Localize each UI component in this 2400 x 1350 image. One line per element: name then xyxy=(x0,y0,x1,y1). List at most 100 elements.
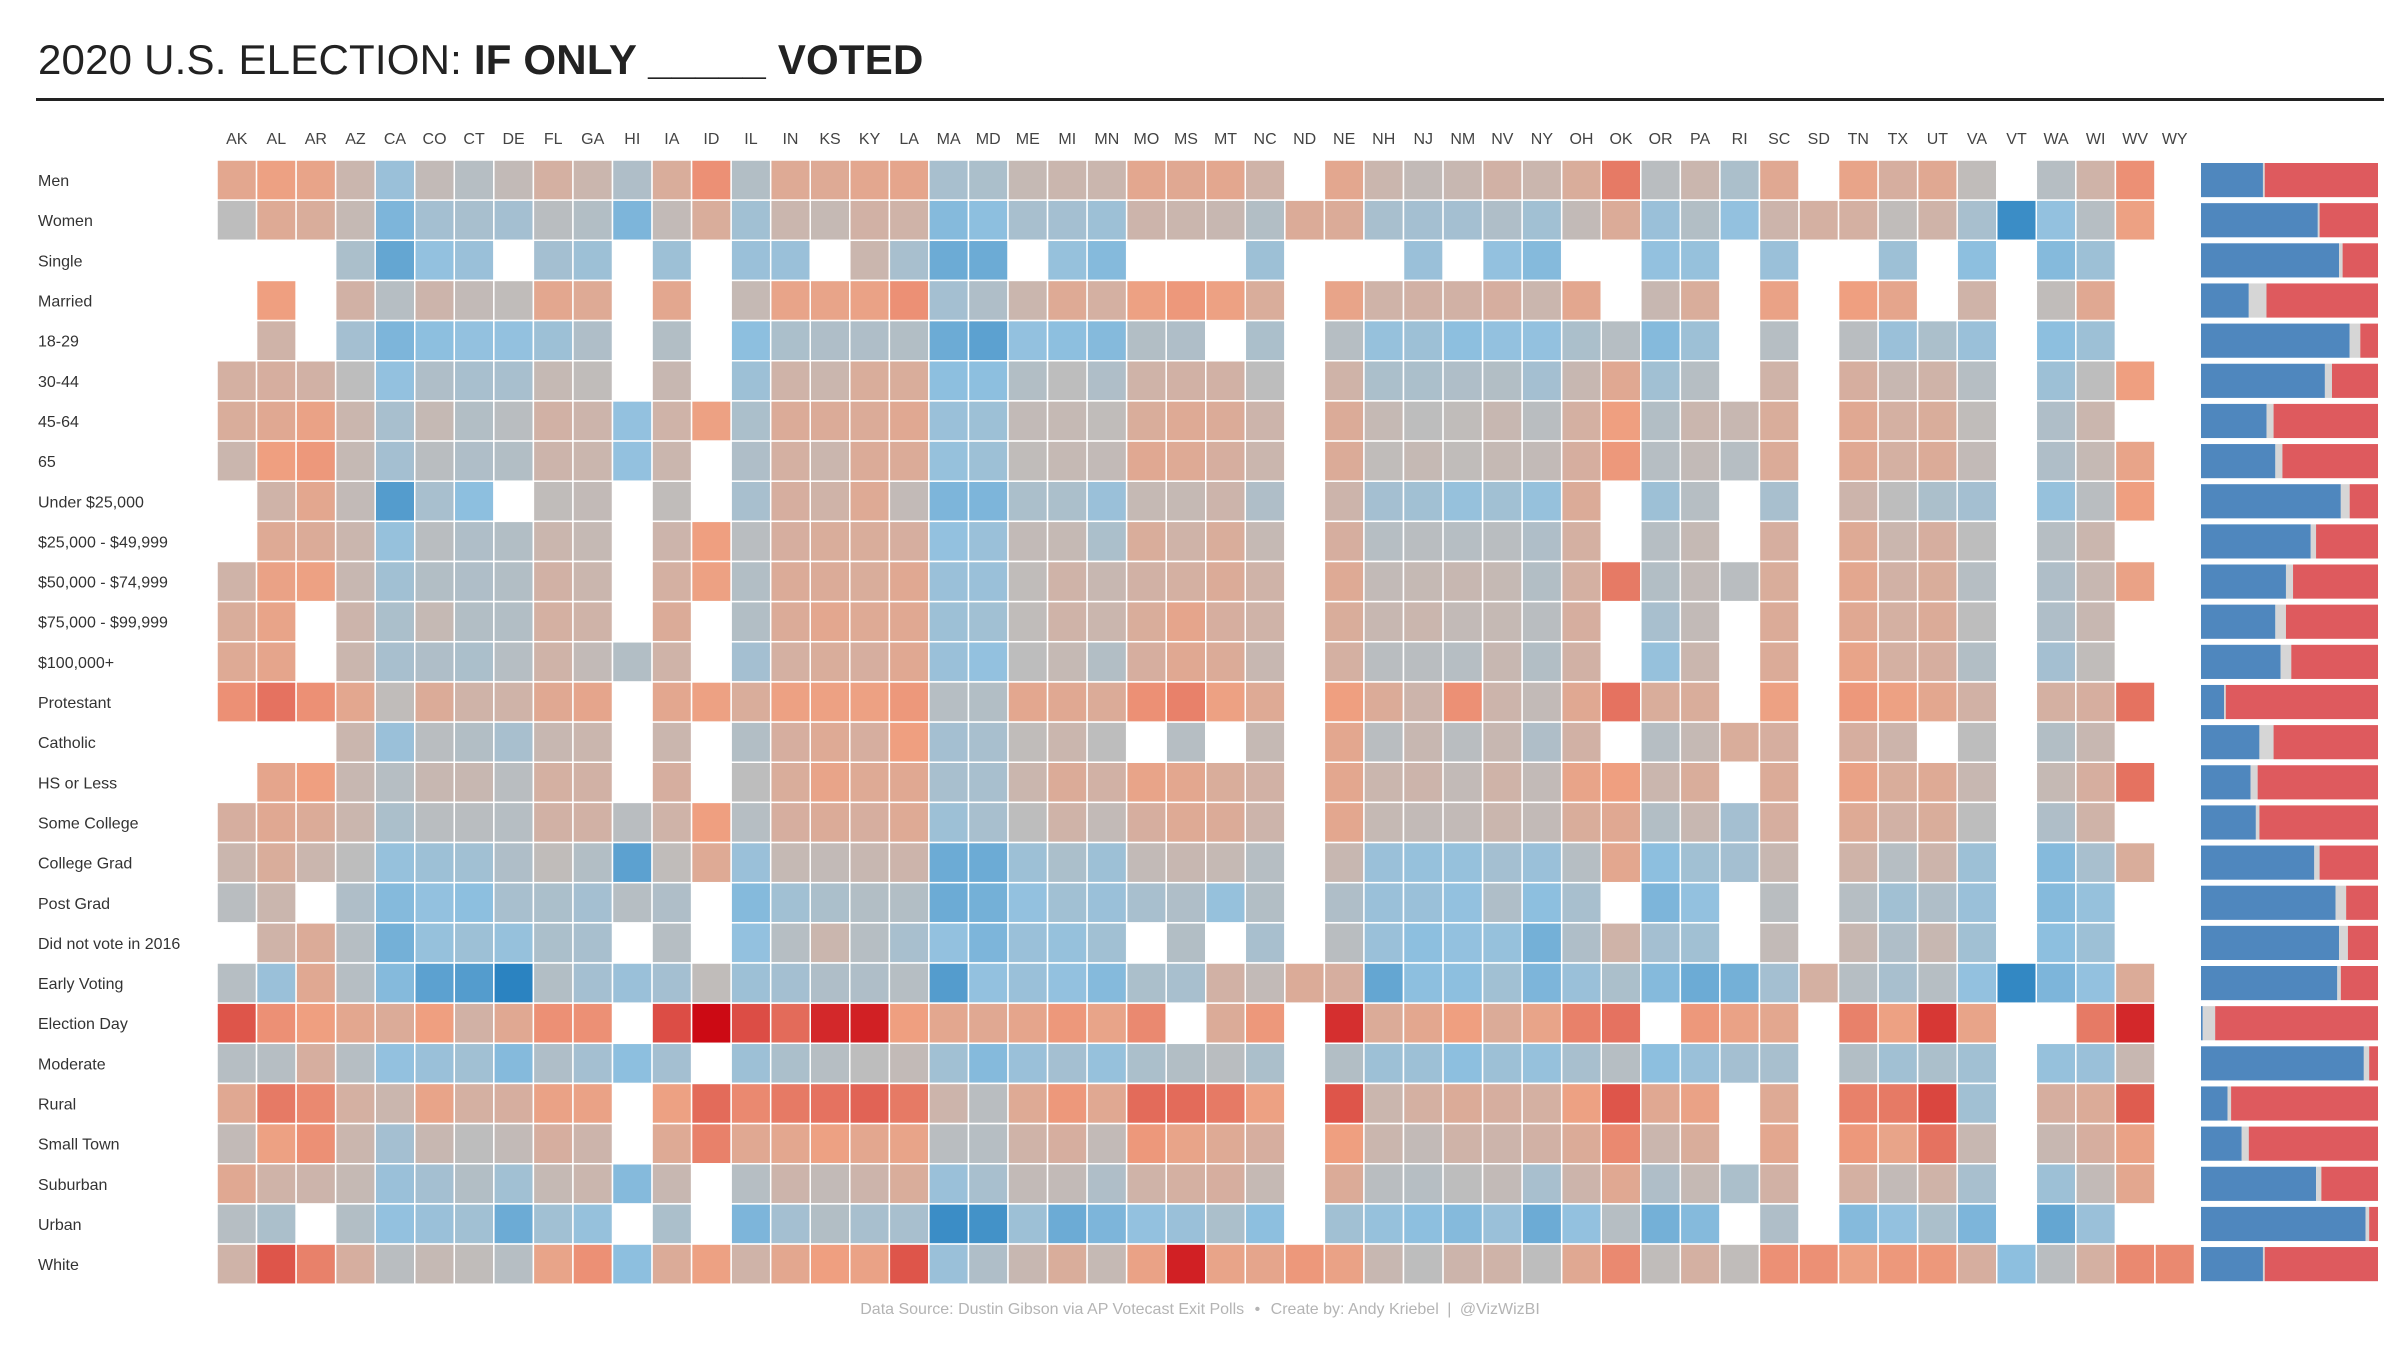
heatmap-cell xyxy=(454,883,494,923)
heatmap-cell xyxy=(652,642,692,682)
heatmap-cell xyxy=(1483,361,1523,401)
heatmap-cell xyxy=(2036,1124,2076,1164)
heatmap-cell xyxy=(336,200,376,240)
heatmap-cell xyxy=(652,1124,692,1164)
heatmap-cell xyxy=(1878,1083,1918,1123)
heatmap-cell xyxy=(1324,642,1364,682)
heatmap-cell xyxy=(415,521,455,561)
heatmap-cell xyxy=(1324,200,1364,240)
heatmap-cell xyxy=(2115,160,2155,200)
heatmap-cell xyxy=(2076,722,2116,762)
heatmap-cell xyxy=(1166,722,1206,762)
bar-segment-other xyxy=(2266,404,2273,438)
heatmap-cell xyxy=(533,602,573,642)
heatmap-cell xyxy=(1483,923,1523,963)
heatmap-cell xyxy=(375,1043,415,1083)
heatmap-cell xyxy=(1957,843,1997,883)
heatmap-cell xyxy=(1048,923,1088,963)
heatmap-cell xyxy=(1680,802,1720,842)
heatmap-cell xyxy=(1245,802,1285,842)
heatmap-cell xyxy=(1245,843,1285,883)
heatmap-cell xyxy=(1878,762,1918,802)
heatmap-cell xyxy=(968,1043,1008,1083)
heatmap-cell xyxy=(1206,1124,1246,1164)
heatmap-cell xyxy=(1245,401,1285,441)
heatmap-cell xyxy=(2036,481,2076,521)
heatmap-cell xyxy=(1601,1083,1641,1123)
heatmap-cell xyxy=(1008,802,1048,842)
heatmap-cell xyxy=(1957,1204,1997,1244)
bar-segment-other xyxy=(2224,685,2226,719)
heatmap-cell xyxy=(1127,1164,1167,1204)
state-label: VA xyxy=(1967,131,1987,148)
heatmap-cell xyxy=(533,883,573,923)
heatmap-cell xyxy=(336,1204,376,1244)
heatmap-cell xyxy=(415,361,455,401)
heatmap-cell xyxy=(573,280,613,320)
heatmap-cell xyxy=(336,1164,376,1204)
heatmap-cell xyxy=(889,361,929,401)
heatmap-cell xyxy=(1404,481,1444,521)
bar-segment-rep xyxy=(2286,605,2378,639)
state-label: IA xyxy=(664,131,679,148)
heatmap-cell xyxy=(494,521,534,561)
group-label: Catholic xyxy=(38,735,96,752)
heatmap-cell xyxy=(1404,401,1444,441)
heatmap-cell xyxy=(1918,1003,1958,1043)
heatmap-cell xyxy=(771,562,811,602)
bar-segment-rep xyxy=(2231,1086,2378,1120)
heatmap-cell xyxy=(1087,1244,1127,1284)
bar-segment-rep xyxy=(2332,364,2378,398)
heatmap-cell xyxy=(2036,923,2076,963)
heatmap-cell xyxy=(415,321,455,361)
heatmap-cell xyxy=(375,240,415,280)
heatmap-cell xyxy=(1206,762,1246,802)
heatmap-cell xyxy=(1087,1003,1127,1043)
heatmap-cell xyxy=(1324,1244,1364,1284)
heatmap-cell xyxy=(257,762,297,802)
heatmap-cell xyxy=(1680,521,1720,561)
heatmap-cell xyxy=(296,963,336,1003)
heatmap-cell xyxy=(1839,200,1879,240)
heatmap-cell xyxy=(1324,762,1364,802)
heatmap-cell xyxy=(2036,562,2076,602)
group-label: 65 xyxy=(38,454,56,471)
heatmap-cell xyxy=(375,1204,415,1244)
heatmap-cell xyxy=(2036,762,2076,802)
bar-segment-other xyxy=(2311,524,2316,558)
heatmap-cell xyxy=(573,682,613,722)
heatmap-cell xyxy=(1048,762,1088,802)
heatmap-cell xyxy=(652,722,692,762)
heatmap-cell xyxy=(1127,321,1167,361)
bar-segment-dem xyxy=(2201,886,2336,920)
heatmap-cell xyxy=(533,1164,573,1204)
heatmap-cell xyxy=(1364,521,1404,561)
state-label: ID xyxy=(703,131,719,148)
heatmap-cell xyxy=(2076,562,2116,602)
heatmap-cell xyxy=(1483,722,1523,762)
heatmap-cell xyxy=(573,200,613,240)
state-label: VT xyxy=(2006,131,2027,148)
heatmap-cell xyxy=(494,762,534,802)
heatmap-cell xyxy=(454,1204,494,1244)
heatmap-cell xyxy=(1048,1043,1088,1083)
heatmap-cell xyxy=(1759,1244,1799,1284)
heatmap-cell xyxy=(1087,963,1127,1003)
heatmap-cell xyxy=(257,481,297,521)
heatmap-cell xyxy=(1127,843,1167,883)
heatmap-cell xyxy=(850,883,890,923)
heatmap-cell xyxy=(1245,1124,1285,1164)
heatmap-cell xyxy=(1878,602,1918,642)
heatmap-cell xyxy=(1008,441,1048,481)
heatmap-cell xyxy=(731,802,771,842)
heatmap-cell xyxy=(810,883,850,923)
heatmap-cell xyxy=(494,562,534,602)
heatmap-cell xyxy=(731,722,771,762)
heatmap-cell xyxy=(494,1204,534,1244)
heatmap-cell xyxy=(652,1083,692,1123)
heatmap-cell xyxy=(1641,762,1681,802)
heatmap-cell xyxy=(1166,361,1206,401)
heatmap-cell xyxy=(1087,280,1127,320)
heatmap-cell xyxy=(494,280,534,320)
heatmap-cell xyxy=(1087,361,1127,401)
